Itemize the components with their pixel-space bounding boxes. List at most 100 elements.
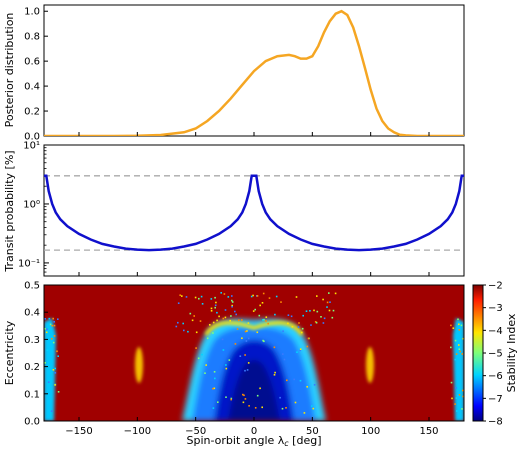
heatmap-speckle xyxy=(213,371,216,373)
colorbar-tick-label: −4 xyxy=(488,326,503,337)
heatmap-speckle xyxy=(286,379,288,382)
heatmap-speckle xyxy=(193,315,195,317)
heatmap-speckle xyxy=(274,313,276,316)
heatmap-speckle xyxy=(246,330,248,332)
heatmap-speckle xyxy=(273,346,276,349)
heatmap-speckle xyxy=(200,295,203,298)
stability-ytick-label: 0.5 xyxy=(24,281,40,292)
heatmap-speckle xyxy=(244,369,246,372)
heatmap-speckle xyxy=(262,319,264,321)
heatmap-speckle xyxy=(243,394,245,397)
heatmap-speckle xyxy=(239,355,242,357)
heatmap-speckle xyxy=(248,405,250,407)
colorbar: −2 −3 −4 −5 −6 −7 −8 Stability Index xyxy=(472,281,518,428)
heatmap-speckle xyxy=(275,295,278,298)
heatmap-speckle xyxy=(244,398,247,400)
heatmap-speckle xyxy=(227,296,230,298)
heatmap-speckle xyxy=(214,306,216,309)
heatmap-speckle xyxy=(225,364,227,366)
heatmap-speckle xyxy=(299,349,301,352)
heatmap-speckle xyxy=(458,323,460,326)
heatmap-speckle xyxy=(454,358,457,361)
heatmap-speckle xyxy=(450,381,453,384)
heatmap-speckle xyxy=(460,324,463,327)
heatmap-speckle xyxy=(283,358,286,361)
stability-ylabel: Eccentricity xyxy=(3,320,16,385)
heatmap-speckle xyxy=(175,325,178,328)
heatmap-speckle xyxy=(302,314,304,317)
heatmap-speckle xyxy=(310,324,312,326)
heatmap-speckle xyxy=(242,401,245,404)
stability-xtick-label: 50 xyxy=(306,426,319,437)
heatmap-speckle xyxy=(44,362,46,364)
heatmap-speckle xyxy=(236,328,239,330)
heatmap-speckle xyxy=(230,398,232,401)
heatmap-speckle xyxy=(267,322,269,325)
heatmap-speckle xyxy=(46,349,49,351)
colorbar-tick-label: −6 xyxy=(488,371,503,382)
heatmap-right-streak xyxy=(366,347,374,383)
heatmap-speckle xyxy=(285,407,287,409)
heatmap-speckle xyxy=(241,337,243,339)
heatmap-speckle xyxy=(210,298,213,300)
transit-ylabel: Transit probability [%] xyxy=(3,150,16,272)
heatmap-speckle xyxy=(457,318,459,321)
heatmap-speckle xyxy=(298,322,300,324)
colorbar-tick-label: −2 xyxy=(488,281,503,292)
heatmap-central-rim xyxy=(204,320,304,337)
posterior-ytick-label: 0.8 xyxy=(24,32,40,43)
heatmap-speckle xyxy=(231,304,233,307)
heatmap-speckle xyxy=(224,316,227,319)
heatmap-speckle xyxy=(458,329,461,331)
heatmap-speckle xyxy=(205,364,207,366)
heatmap-speckle xyxy=(181,295,183,297)
heatmap-speckle xyxy=(195,347,197,349)
heatmap-speckle xyxy=(450,346,452,349)
heatmap-speckle xyxy=(329,301,331,303)
heatmap-central-deep-core xyxy=(228,360,280,421)
heatmap-speckle xyxy=(454,339,457,342)
heatmap-speckle xyxy=(177,302,180,304)
heatmap-speckle xyxy=(462,395,464,398)
stability-xtick-label: 100 xyxy=(361,426,380,437)
posterior-curve xyxy=(44,9,464,136)
panel-posterior: 0.0 0.2 0.4 0.6 0.8 1.0 Posterior distributio… xyxy=(3,4,465,143)
heatmap-speckle xyxy=(287,314,290,316)
heatmap-speckle xyxy=(299,348,302,350)
heatmap-speckle xyxy=(462,389,464,392)
heatmap-speckle xyxy=(198,297,200,300)
heatmap-speckle xyxy=(235,313,237,316)
heatmap-speckle xyxy=(247,362,250,364)
heatmap-speckle xyxy=(56,350,58,353)
stability-ytick-label: 0.4 xyxy=(24,308,40,319)
stability-xtick-label: 150 xyxy=(419,426,438,437)
heatmap-speckle xyxy=(201,353,203,356)
heatmap-speckle xyxy=(245,340,248,342)
heatmap-speckle xyxy=(306,386,308,388)
heatmap-speckle xyxy=(206,337,209,340)
heatmap-speckle xyxy=(299,379,302,382)
heatmap-speckle xyxy=(454,403,456,405)
heatmap-speckle xyxy=(323,317,326,320)
heatmap-speckle xyxy=(326,306,328,308)
transit-curve xyxy=(44,174,464,252)
heatmap-speckle xyxy=(315,321,318,324)
heatmap-speckle xyxy=(230,397,233,400)
heatmap-speckle xyxy=(44,328,46,330)
heatmap-speckle xyxy=(320,316,322,318)
heatmap-speckle xyxy=(455,353,458,355)
heatmap-speckle xyxy=(53,324,56,327)
heatmap-speckle xyxy=(53,321,55,323)
heatmap-speckle xyxy=(228,359,231,361)
heatmap-speckle xyxy=(290,315,293,318)
heatmap-left-edge-band xyxy=(44,318,56,421)
heatmap-speckle xyxy=(256,295,259,297)
heatmap-speckle xyxy=(231,305,233,308)
transit-ytick-label: 10⁻¹ xyxy=(18,258,40,269)
heatmap-speckle xyxy=(297,326,300,328)
heatmap-speckle xyxy=(274,371,276,374)
heatmap-speckle xyxy=(254,308,256,311)
heatmap-speckle xyxy=(296,351,298,353)
heatmap-speckle xyxy=(57,391,60,393)
